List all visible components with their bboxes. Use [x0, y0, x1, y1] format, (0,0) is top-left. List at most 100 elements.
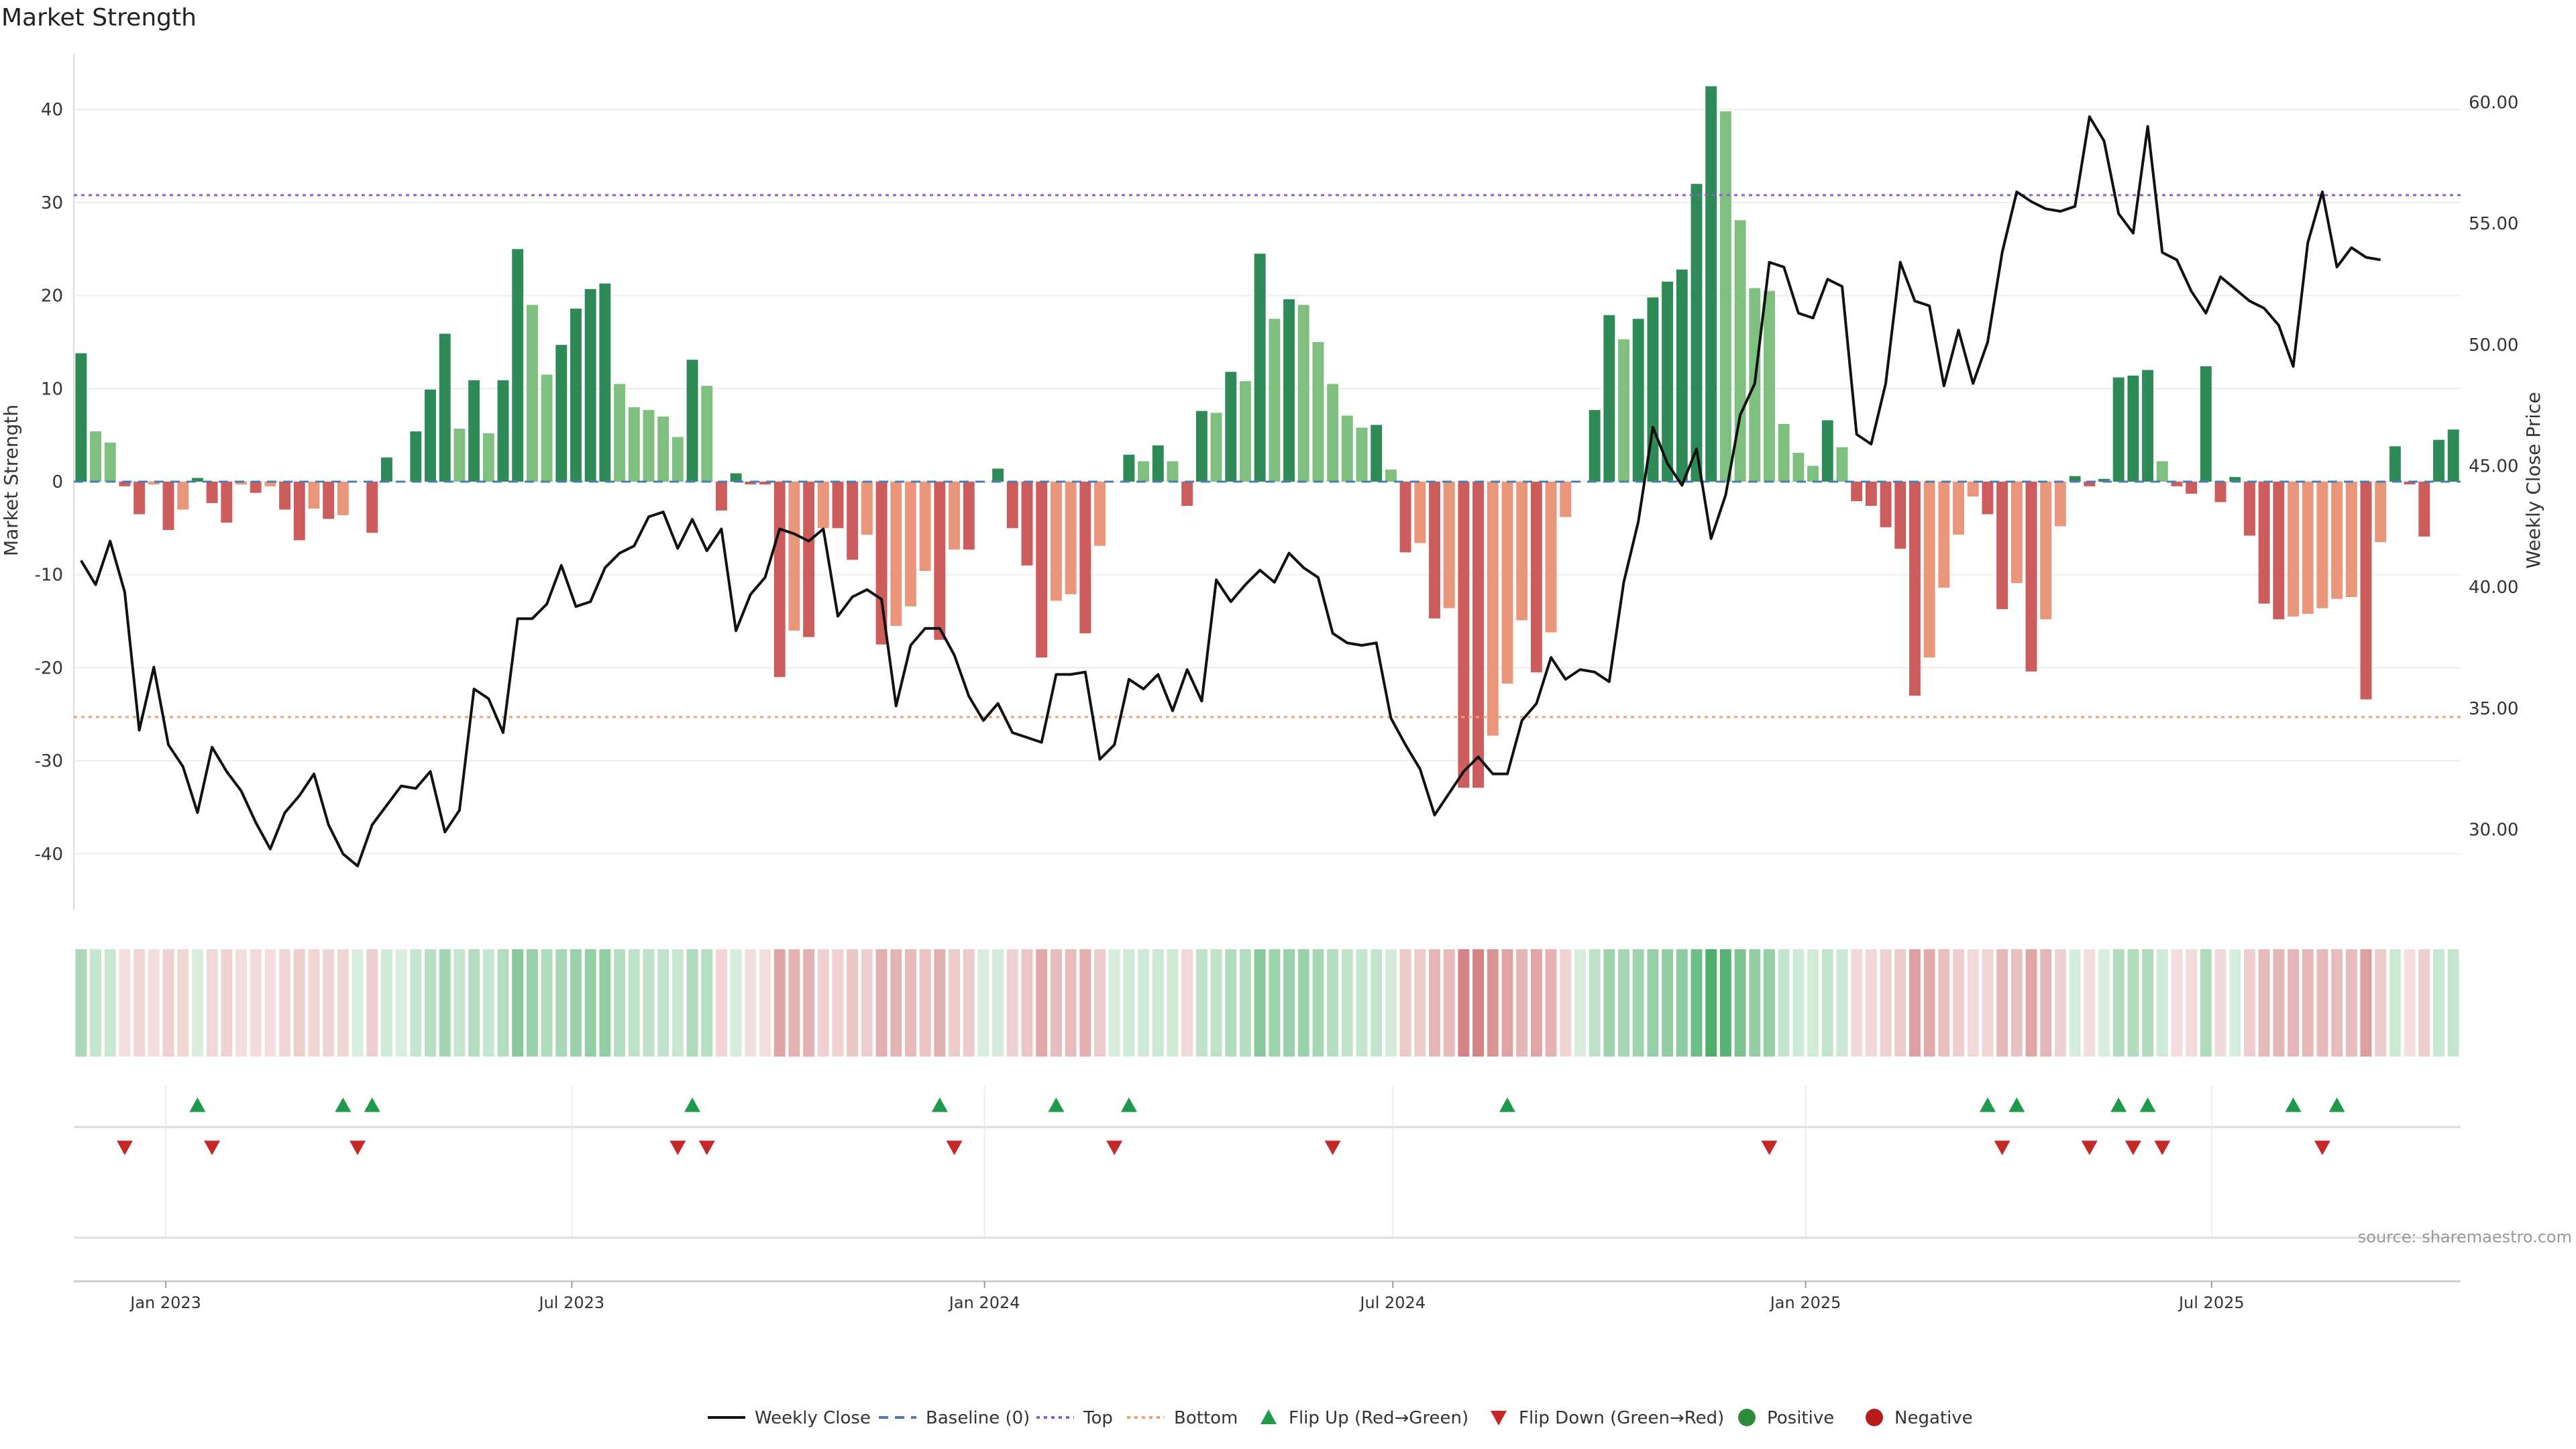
- heat-cell: [2200, 949, 2212, 1057]
- heat-cell: [1006, 949, 1018, 1057]
- flip-up-marker: [189, 1097, 206, 1112]
- heat-cell: [1982, 949, 1994, 1057]
- heat-cell: [614, 949, 626, 1057]
- strength-bar: [730, 473, 742, 482]
- heat-cell: [119, 949, 131, 1057]
- heat-cell: [701, 949, 713, 1057]
- heat-cell: [875, 949, 888, 1057]
- heat-cell: [1967, 949, 1979, 1057]
- heat-cell: [745, 949, 757, 1057]
- heat-cell: [1472, 949, 1485, 1057]
- strength-bar: [1414, 482, 1426, 543]
- heat-cell: [250, 949, 262, 1057]
- weekly-close-line: [80, 115, 2381, 867]
- strength-bar: [104, 442, 116, 482]
- strength-bar: [1865, 482, 1877, 506]
- legend-item: Flip Down (Green→Red): [1491, 1408, 1724, 1428]
- strength-bar: [1632, 319, 1644, 482]
- strength-bar: [686, 360, 698, 482]
- strength-bar: [905, 482, 916, 606]
- flip-up-marker: [684, 1097, 701, 1112]
- strength-bar: [2331, 482, 2343, 599]
- heat-cell: [2375, 949, 2387, 1057]
- flip-down-marker: [350, 1140, 366, 1155]
- heat-cell: [555, 949, 568, 1057]
- heat-cell: [1443, 949, 1455, 1057]
- heat-cell: [1734, 949, 1746, 1057]
- heat-cell: [1225, 949, 1237, 1057]
- legend-label: Weekly Close: [755, 1408, 871, 1428]
- strength-bar: [308, 482, 320, 509]
- flip-down-marker: [1994, 1140, 2010, 1155]
- heat-cell: [657, 949, 669, 1057]
- strength-bar: [2171, 482, 2183, 486]
- strength-bar: [1356, 427, 1368, 482]
- heat-cell: [1254, 949, 1266, 1057]
- chart-title: Market Strength: [1, 4, 197, 32]
- strength-bar: [1967, 482, 1979, 497]
- heat-cell: [104, 949, 116, 1057]
- heat-cell: [1821, 949, 1833, 1057]
- flip-down-marker: [1761, 1140, 1778, 1155]
- strength-bar: [191, 478, 203, 482]
- heat-cell: [2418, 949, 2430, 1057]
- x-tick-label: Jul 2025: [2178, 1293, 2245, 1312]
- heat-cell: [2258, 949, 2270, 1057]
- heat-cell: [730, 949, 742, 1057]
- heat-cell: [425, 949, 436, 1057]
- heat-cell: [1996, 949, 2008, 1057]
- strength-bar: [1676, 269, 1688, 482]
- strength-bar: [788, 482, 800, 631]
- heat-cell: [1501, 949, 1513, 1057]
- heat-cell: [2389, 949, 2401, 1057]
- strength-bar: [1618, 339, 1629, 482]
- strength-bar: [672, 437, 684, 482]
- legend-swatch: [1738, 1409, 1756, 1426]
- strength-bar: [380, 457, 392, 482]
- heat-cell: [1516, 949, 1528, 1057]
- heat-cell: [2345, 949, 2357, 1057]
- heat-cell: [1749, 949, 1761, 1057]
- strength-bar: [366, 482, 378, 533]
- strength-bar: [2098, 478, 2110, 482]
- strength-bar: [482, 433, 494, 482]
- flip-down-marker: [116, 1140, 133, 1155]
- heat-cell: [861, 949, 873, 1057]
- legend-swatch: [1866, 1409, 1883, 1426]
- heat-cell: [2288, 949, 2299, 1057]
- strength-bar: [148, 482, 160, 485]
- heat-cell: [1560, 949, 1572, 1057]
- strength-bar: [1181, 482, 1193, 506]
- strength-bar: [628, 407, 640, 482]
- legend-item: Positive: [1738, 1408, 1834, 1428]
- heat-cell: [1792, 949, 1805, 1057]
- flip-down-marker: [2125, 1140, 2141, 1155]
- heat-cell: [1341, 949, 1353, 1057]
- strength-bar: [2040, 482, 2052, 620]
- flip-down-marker: [204, 1140, 221, 1155]
- strength-bar: [2375, 482, 2387, 543]
- heat-cell: [977, 949, 989, 1057]
- strength-bar: [1589, 410, 1601, 482]
- legend-swatch: [1260, 1409, 1277, 1424]
- strength-bar: [1269, 319, 1281, 482]
- flip-down-marker: [1324, 1140, 1341, 1155]
- heat-cell: [1719, 949, 1731, 1057]
- heat-cell: [1050, 949, 1062, 1057]
- heat-cell: [599, 949, 611, 1057]
- strength-bar: [1894, 482, 1907, 549]
- heat-cell: [2214, 949, 2226, 1057]
- y-tick-label-left: -40: [35, 845, 63, 865]
- heat-cell: [468, 949, 480, 1057]
- strength-bar: [425, 389, 436, 482]
- strength-bar: [1982, 482, 1994, 515]
- strength-bar: [2345, 482, 2357, 597]
- strength-bar: [1239, 381, 1251, 482]
- heat-cell: [803, 949, 815, 1057]
- strength-bar: [1094, 482, 1106, 546]
- strength-bar: [643, 410, 655, 482]
- strength-bar: [2229, 477, 2241, 482]
- strength-bar: [279, 482, 291, 510]
- strength-bar: [410, 431, 422, 482]
